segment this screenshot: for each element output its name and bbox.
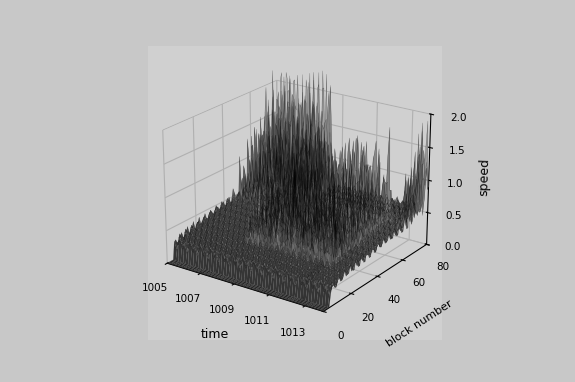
Y-axis label: block number: block number xyxy=(385,298,455,348)
X-axis label: time: time xyxy=(201,328,229,341)
